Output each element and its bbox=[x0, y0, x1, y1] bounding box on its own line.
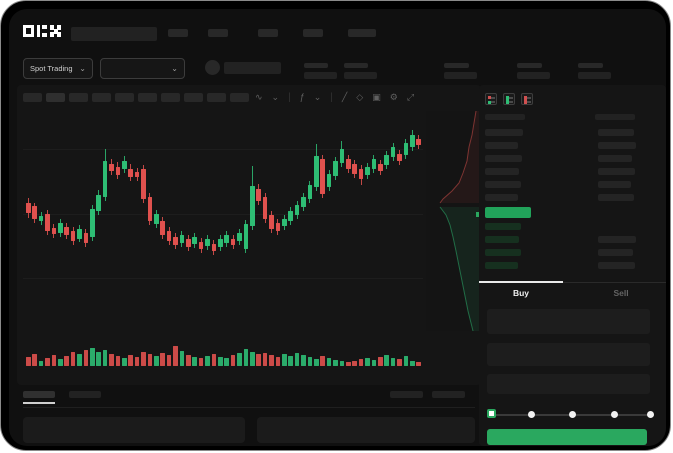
orderbook-amount-cell[interactable] bbox=[598, 249, 633, 256]
nav-item-placeholder[interactable] bbox=[208, 29, 228, 37]
slider-stop[interactable] bbox=[569, 411, 576, 418]
orderbook-rows[interactable] bbox=[479, 89, 666, 289]
interval-button[interactable] bbox=[207, 93, 226, 102]
chart-style-icon[interactable]: ∿ bbox=[255, 92, 263, 102]
orderbook-amount-cell[interactable] bbox=[598, 155, 632, 162]
logo-letter-o bbox=[23, 25, 34, 37]
slider-stop[interactable] bbox=[528, 411, 535, 418]
chart-gridline bbox=[23, 214, 423, 215]
orderbook-amount-cell[interactable] bbox=[598, 181, 631, 188]
settings-gear-icon[interactable]: ⚙ bbox=[389, 92, 398, 102]
tab-sell[interactable]: Sell bbox=[613, 288, 629, 298]
orderbook-price-cell[interactable] bbox=[485, 181, 521, 188]
orderbook-price-header-placeholder bbox=[485, 114, 525, 120]
trendline-tool-icon[interactable]: ╱ bbox=[341, 92, 348, 102]
chart-toolbar-icons: ∿ ⌄ | ƒ ⌄ | ╱ ◇ ▣ ⚙ ⤢ bbox=[255, 91, 414, 104]
toolbar-divider: | bbox=[330, 91, 333, 103]
nav-item-placeholder[interactable] bbox=[303, 29, 323, 37]
interval-button[interactable] bbox=[69, 93, 88, 102]
orderbook-price-cell[interactable] bbox=[485, 249, 521, 256]
orderbook-amount-header-placeholder bbox=[595, 114, 635, 120]
orderbook-price-cell[interactable] bbox=[485, 142, 518, 149]
interval-button[interactable] bbox=[230, 93, 249, 102]
logo-letter-k bbox=[37, 25, 47, 37]
orderbook-amount-cell[interactable] bbox=[598, 142, 636, 149]
orderbook-price-cell[interactable] bbox=[485, 168, 519, 175]
slider-stop[interactable] bbox=[611, 411, 618, 418]
search-placeholder[interactable] bbox=[71, 27, 157, 41]
okx-logo[interactable] bbox=[23, 25, 61, 37]
bottom-panel-right[interactable] bbox=[257, 417, 475, 443]
amount-input[interactable] bbox=[487, 343, 650, 366]
nav-item-placeholder[interactable] bbox=[168, 29, 188, 37]
buy-submit-button[interactable] bbox=[487, 429, 647, 445]
chevron-down-icon: ⌄ bbox=[79, 63, 86, 73]
tab-buy[interactable]: Buy bbox=[512, 288, 530, 298]
chevron-down-icon[interactable]: ⌄ bbox=[313, 92, 322, 102]
interval-button[interactable] bbox=[23, 93, 42, 102]
orderbook-bids-view-icon[interactable] bbox=[503, 93, 515, 105]
orderbook-amount-cell[interactable] bbox=[598, 262, 635, 269]
orderbook-price-cell[interactable] bbox=[485, 262, 518, 269]
chevron-down-icon: ⌄ bbox=[171, 63, 178, 73]
orderbook-price-cell[interactable] bbox=[485, 155, 522, 162]
bottom-action-placeholder[interactable] bbox=[390, 391, 423, 398]
market-type-dropdown[interactable]: Spot Trading ⌄ bbox=[23, 58, 93, 79]
slider-stop[interactable] bbox=[647, 411, 654, 418]
draw-tools-icon[interactable]: ◇ bbox=[356, 92, 364, 102]
interval-button[interactable] bbox=[115, 93, 134, 102]
toolbar-divider: | bbox=[288, 91, 291, 103]
screenshot-icon[interactable]: ▣ bbox=[372, 92, 381, 102]
interval-button[interactable] bbox=[92, 93, 111, 102]
coin-icon bbox=[205, 60, 220, 75]
chart-panel bbox=[17, 85, 481, 385]
bottom-panel-left[interactable] bbox=[23, 417, 245, 443]
orderbook-price-cell[interactable] bbox=[485, 194, 518, 201]
bottom-divider bbox=[23, 407, 475, 408]
orderbook-amount-cell[interactable] bbox=[598, 194, 634, 201]
pair-dropdown[interactable]: ⌄ bbox=[100, 58, 185, 79]
indicator-icon[interactable]: ƒ bbox=[299, 92, 305, 102]
orderbook-price-cell[interactable] bbox=[485, 223, 521, 230]
nav-item-placeholder[interactable] bbox=[258, 29, 278, 37]
orderbook-amount-cell[interactable] bbox=[598, 168, 635, 175]
price-input[interactable] bbox=[487, 309, 650, 334]
orderbook-combined-view-icon[interactable] bbox=[485, 93, 497, 105]
bottom-tab-active[interactable] bbox=[23, 391, 55, 398]
orderbook-asks-view-icon[interactable] bbox=[521, 93, 533, 105]
bottom-action-placeholder[interactable] bbox=[432, 391, 465, 398]
orderbook-amount-cell[interactable] bbox=[598, 236, 636, 243]
orderbook-price-cell[interactable] bbox=[485, 236, 519, 243]
interval-button[interactable] bbox=[161, 93, 180, 102]
slider-handle[interactable] bbox=[487, 409, 496, 418]
tabs-divider bbox=[479, 282, 666, 283]
pair-name-placeholder bbox=[224, 62, 281, 74]
fullscreen-icon[interactable]: ⤢ bbox=[406, 92, 415, 102]
right-panel: Buy Sell bbox=[479, 89, 666, 446]
nav-item-placeholder[interactable] bbox=[348, 29, 376, 37]
chevron-down-icon[interactable]: ⌄ bbox=[271, 92, 280, 102]
depth-chart[interactable] bbox=[426, 111, 481, 331]
last-price-badge[interactable] bbox=[485, 207, 531, 218]
interval-button[interactable] bbox=[184, 93, 203, 102]
logo-letter-x bbox=[50, 25, 61, 37]
bottom-tab[interactable] bbox=[69, 391, 101, 398]
market-type-label: Spot Trading bbox=[30, 64, 73, 73]
interval-button[interactable] bbox=[138, 93, 157, 102]
chart-gridline bbox=[23, 278, 423, 279]
interval-button[interactable] bbox=[46, 93, 65, 102]
trading-app-window: Spot Trading ⌄ ⌄ ∿ ⌄ | ƒ ⌄ | ╱ ◇ ▣ ⚙ ⤢ bbox=[9, 9, 666, 446]
active-tab-underline bbox=[479, 281, 563, 283]
bottom-tab-underline bbox=[23, 402, 55, 404]
chart-gridline bbox=[23, 149, 423, 150]
orderbook-amount-cell[interactable] bbox=[598, 129, 634, 136]
total-input[interactable] bbox=[487, 374, 650, 394]
orderbook-price-cell[interactable] bbox=[485, 129, 523, 136]
